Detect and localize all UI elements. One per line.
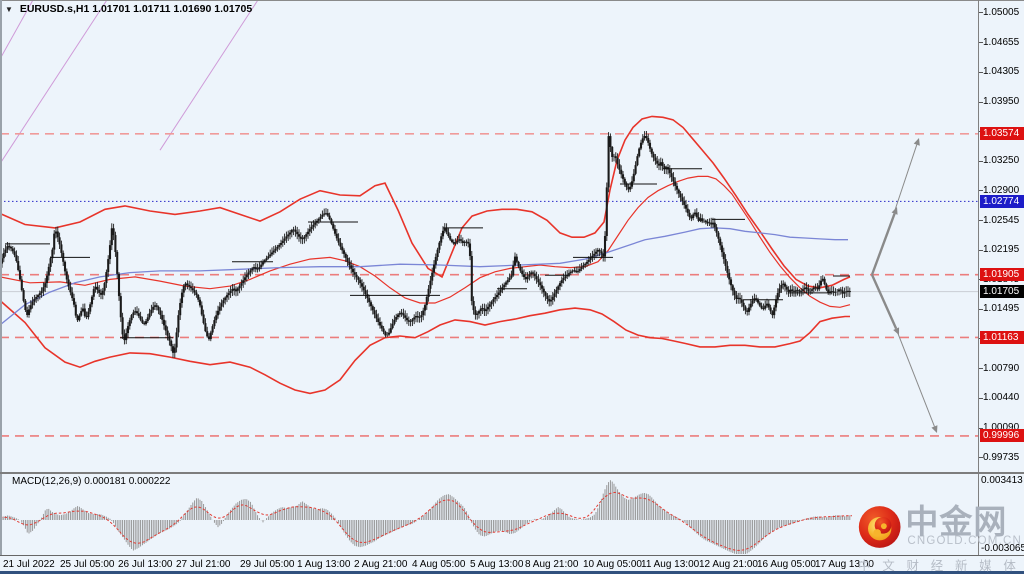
structure-lines-layer[interactable] (5, 168, 850, 339)
macd-axis-min: -0.003065 (981, 543, 1024, 554)
x-axis-time-label: 1 Aug 13:00 (297, 559, 351, 570)
price-level-tag: 1.02774 (980, 194, 1024, 208)
y-axis-tick-mark (979, 249, 983, 251)
y-axis-tick-label: 1.04655 (983, 36, 1020, 48)
x-axis-time-label: 8 Aug 21:00 (525, 559, 579, 570)
price-level-tag: 1.01905 (980, 268, 1024, 282)
y-axis-tick-mark (979, 220, 983, 222)
trendlines-layer (0, 0, 259, 164)
projection-arrows-layer[interactable] (870, 138, 938, 433)
x-axis-time-label: 12 Aug 21:00 (699, 559, 758, 570)
moving-average-blue-line (0, 227, 848, 326)
y-axis-tick-mark (979, 42, 983, 44)
trend-arrow (870, 213, 896, 276)
time-axis-divider (0, 555, 1024, 556)
bollinger-lower-line (0, 299, 850, 395)
cngold-watermark: 中金网 CNGOLD.COM.CN 中文财经新媒体 (858, 501, 1022, 573)
y-axis-tick-label: 1.05005 (983, 6, 1020, 18)
chart-title: ▼ EURUSD.s,H1 1.01701 1.01711 1.01690 1.… (5, 3, 252, 15)
ohlc-quote-label: 1.01701 1.01711 1.01690 1.01705 (92, 3, 253, 15)
window-left-border (0, 0, 2, 556)
y-axis-tick-mark (979, 397, 983, 399)
price-level-tag: 1.01163 (980, 330, 1024, 344)
y-axis-tick-label: 1.00090 (983, 422, 1020, 433)
y-axis-tick-label: 1.02195 (983, 244, 1020, 256)
current-price-tag: 1.01705 (980, 285, 1024, 299)
y-axis-tick-mark (979, 71, 983, 73)
cngold-logo-text: 中金网 (905, 503, 1008, 540)
y-axis-tick-label: 1.01495 (983, 303, 1020, 315)
y-axis-tick-label: 1.02545 (983, 214, 1020, 226)
x-axis-time-label: 10 Aug 05:00 (583, 559, 642, 570)
x-axis-time-label: 11 Aug 13:00 (641, 559, 700, 570)
y-axis-tick-label: 1.04305 (983, 66, 1020, 78)
trend-arrow (870, 274, 898, 330)
macd-indicator-label: MACD(12,26,9) 0.000181 0.000222 (12, 476, 171, 487)
macd-axis-max: 0.003413 (981, 475, 1023, 486)
window-top-border (0, 0, 1024, 1)
symbol-dropdown-icon[interactable]: ▼ (5, 5, 13, 14)
trend-arrow (894, 144, 918, 211)
y-axis-tick-mark (979, 12, 983, 14)
macd-histogram-layer (0, 480, 852, 554)
y-axis-tick-label: 1.03950 (983, 96, 1020, 108)
y-axis-tick-label: 1.00790 (983, 362, 1020, 374)
macd-signal-line (0, 491, 852, 551)
indicator-panel-divider[interactable] (0, 472, 1024, 474)
price-level-tag: 1.03574 (980, 127, 1024, 141)
x-axis-time-label: 16 Aug 05:00 (757, 559, 816, 570)
cngold-logo-icon (858, 506, 901, 548)
y-axis-tick-mark (979, 368, 983, 370)
y-axis-tick-label: 1.00440 (983, 392, 1020, 404)
candles-layer (0, 131, 851, 358)
x-axis-time-label: 29 Jul 05:00 (240, 559, 295, 570)
x-axis-time-label: 4 Aug 05:00 (412, 559, 466, 570)
window-bottom-edge (0, 571, 1024, 574)
x-axis-time-label: 17 Aug 13:00 (815, 559, 874, 570)
price-axis-divider (978, 0, 979, 556)
bollinger-upper-line (0, 115, 851, 289)
y-axis-tick-label: 1.03250 (983, 155, 1020, 167)
cngold-slogan: 中文财经新媒体 (858, 559, 1016, 573)
y-axis-tick-label: 1.02900 (983, 184, 1020, 196)
y-axis-tick-mark (979, 101, 983, 103)
x-axis-time-label: 27 Jul 21:00 (176, 559, 231, 570)
cngold-domain-text: CNGOLD.COM.CN (907, 535, 1022, 547)
symbol-timeframe-label: EURUSD.s,H1 (19, 3, 90, 15)
trend-arrow (896, 330, 935, 427)
x-axis-time-label: 2 Aug 21:00 (354, 559, 408, 570)
price-level-tag: 0.99996 (980, 429, 1024, 443)
bollinger-bands-layer (0, 115, 851, 395)
x-axis-time-label: 21 Jul 2022 (3, 559, 55, 570)
x-axis-time-label: 26 Jul 13:00 (118, 559, 173, 570)
y-axis-tick-mark (979, 190, 983, 192)
y-axis-tick-label: 0.99735 (983, 451, 1020, 463)
y-axis-tick-mark (979, 427, 983, 429)
y-axis-tick-mark (979, 457, 983, 459)
bollinger-middle-line (0, 175, 851, 308)
y-axis-tick-mark (979, 308, 983, 310)
x-axis-time-label: 5 Aug 13:00 (470, 559, 524, 570)
y-axis-tick-mark (979, 160, 983, 162)
x-axis-time-label: 25 Jul 05:00 (60, 559, 115, 570)
